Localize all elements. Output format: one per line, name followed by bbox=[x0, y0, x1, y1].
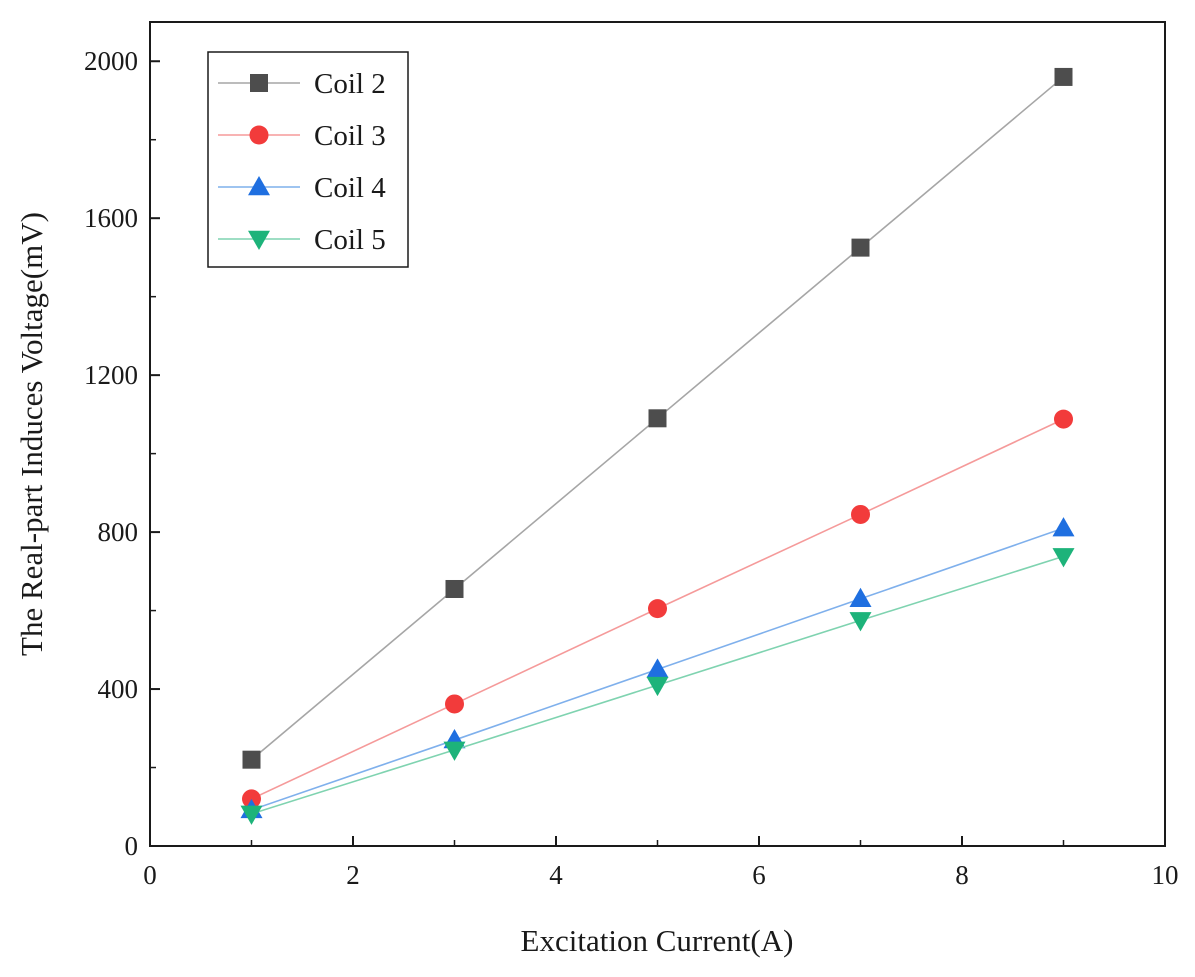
series-layer bbox=[240, 67, 1075, 825]
x-tick-label: 6 bbox=[752, 860, 766, 890]
data-point bbox=[1052, 517, 1075, 537]
ticks-layer: 0 2 4 6 8 10 0 400 800 1200 1600 2000 bbox=[84, 46, 1179, 890]
legend-label: Coil 2 bbox=[314, 68, 386, 100]
data-point bbox=[849, 587, 872, 608]
legend-marker bbox=[249, 125, 269, 145]
x-tick-label: 4 bbox=[549, 860, 563, 890]
y-tick-label: 2000 bbox=[84, 46, 138, 76]
x-tick-label: 0 bbox=[143, 860, 157, 890]
series-coil-2 bbox=[242, 67, 1073, 769]
legend-label: Coil 4 bbox=[314, 172, 386, 204]
data-point bbox=[443, 741, 466, 761]
data-point bbox=[648, 599, 667, 619]
y-tick-label: 1600 bbox=[84, 203, 138, 233]
legend: Coil 2 Coil 3 Coil 4 Coil 5 bbox=[207, 51, 409, 268]
series-coil-5 bbox=[240, 548, 1075, 825]
y-axis-title: The Real-part Induces Voltage(mV) bbox=[14, 212, 49, 656]
data-point bbox=[242, 750, 261, 769]
data-point bbox=[240, 805, 263, 825]
legend-entry: Coil 5 bbox=[218, 224, 386, 256]
data-point bbox=[1054, 409, 1073, 429]
data-point bbox=[849, 612, 872, 632]
y-tick-label: 400 bbox=[98, 674, 139, 704]
x-axis-title: Excitation Current(A) bbox=[521, 923, 794, 958]
legend-label: Coil 3 bbox=[314, 120, 386, 152]
legend-marker bbox=[248, 230, 270, 250]
x-tick-label: 10 bbox=[1152, 860, 1179, 890]
legend-marker bbox=[248, 176, 270, 196]
series-coil-3 bbox=[242, 409, 1073, 809]
y-tick-label: 0 bbox=[125, 831, 139, 861]
data-point bbox=[1052, 548, 1075, 568]
data-point bbox=[445, 694, 464, 714]
data-point bbox=[851, 238, 870, 257]
legend-box bbox=[207, 51, 409, 268]
legend-items: Coil 2 Coil 3 Coil 4 Coil 5 bbox=[218, 68, 386, 256]
data-point bbox=[851, 504, 870, 524]
legend-entry: Coil 4 bbox=[218, 172, 386, 204]
data-point bbox=[646, 676, 669, 697]
legend-label: Coil 5 bbox=[314, 224, 386, 256]
x-tick-label: 2 bbox=[346, 860, 360, 890]
legend-entry: Coil 2 bbox=[218, 68, 386, 100]
legend-entry: Coil 3 bbox=[218, 120, 386, 152]
data-point bbox=[646, 658, 669, 678]
y-tick-label: 800 bbox=[98, 517, 139, 547]
data-point bbox=[648, 409, 667, 428]
x-tick-label: 8 bbox=[955, 860, 969, 890]
legend-marker bbox=[250, 74, 268, 92]
data-point bbox=[445, 579, 464, 598]
data-point bbox=[1054, 67, 1073, 86]
y-tick-label: 1200 bbox=[84, 360, 138, 390]
